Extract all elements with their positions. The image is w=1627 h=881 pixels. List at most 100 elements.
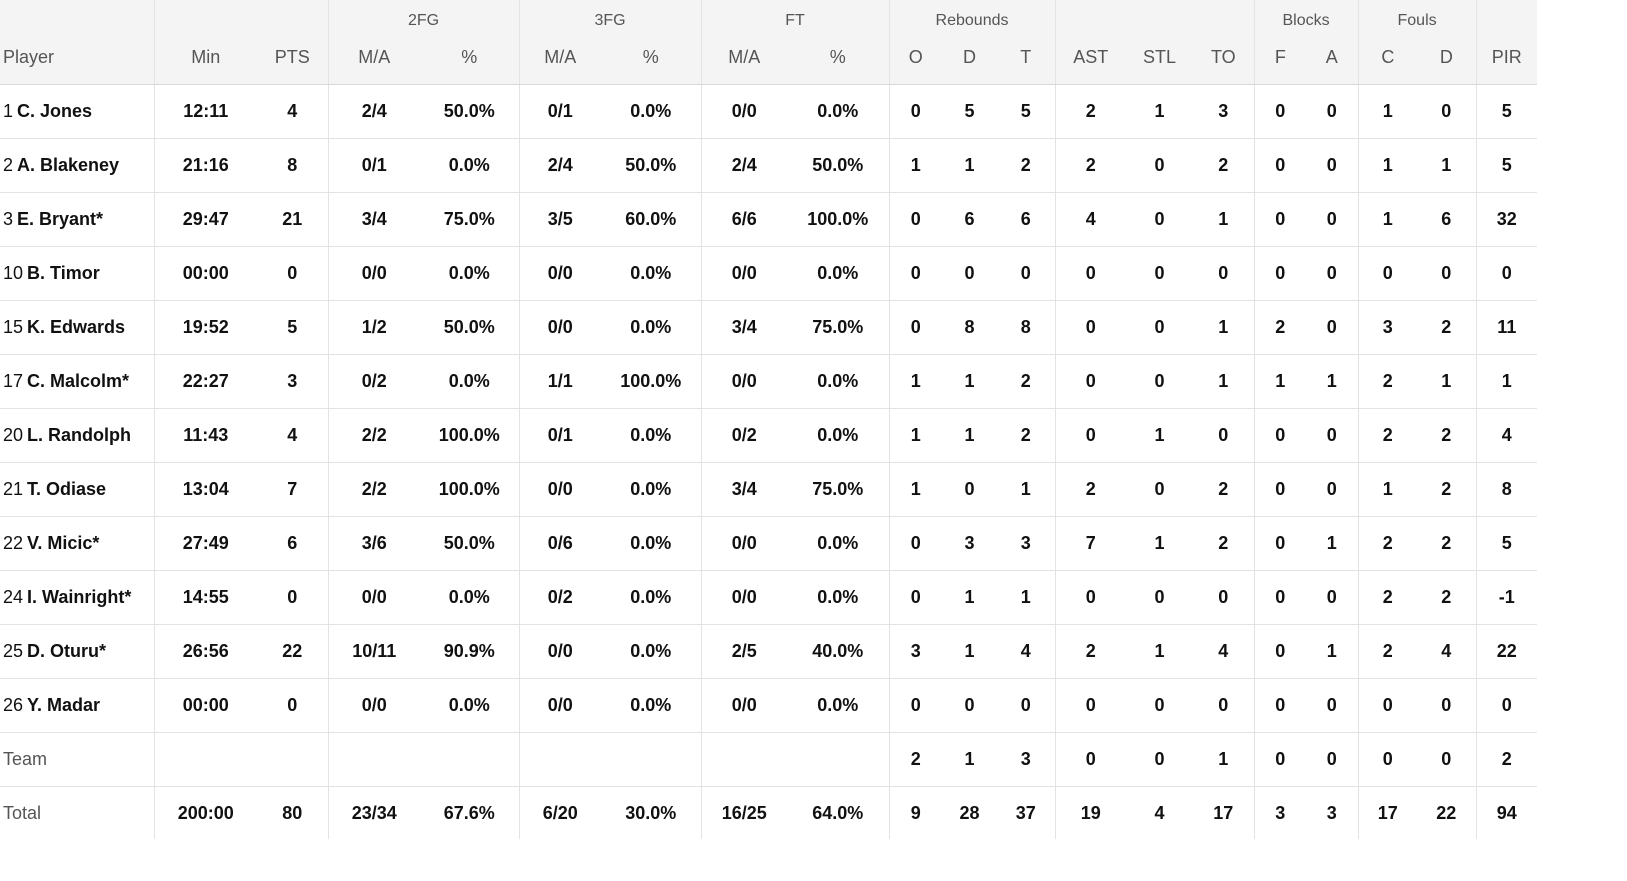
- player-name-link[interactable]: Y. Madar: [27, 695, 101, 715]
- stat-cell: 200:00: [177, 802, 234, 823]
- player-name-link[interactable]: I. Wainright*: [27, 587, 132, 607]
- stat-cell: 0: [1254, 678, 1307, 733]
- player-row[interactable]: 26 Y. Madar 00:00 0 0/0 0.0% 0/0 0.0% 0/0 0.0% 0 0 0…: [0, 678, 1538, 733]
- stat-cell: 94: [1496, 802, 1517, 823]
- stat-cell: 2: [1193, 516, 1255, 571]
- player-name-link[interactable]: V. Micic*: [27, 533, 100, 553]
- player-name-link[interactable]: A. Blakeney: [17, 155, 120, 175]
- stat-cell: 1: [1193, 732, 1255, 787]
- player-number: 26: [3, 695, 24, 715]
- stat-cell: 0: [942, 462, 998, 517]
- stat-cell: 1: [942, 408, 998, 463]
- stat-cell: 0: [1306, 138, 1359, 193]
- player-name-link[interactable]: K. Edwards: [27, 317, 126, 337]
- stat-cell: 2: [1417, 462, 1477, 517]
- player-cell[interactable]: 2 A. Blakeney: [0, 138, 155, 193]
- stat-cell: 60.0%: [601, 192, 702, 247]
- stat-cell: 6/6: [701, 192, 787, 247]
- player-name-link[interactable]: D. Oturu*: [27, 641, 107, 661]
- stat-cell: 0: [1417, 246, 1477, 301]
- stat-cell: 0/2: [328, 354, 420, 409]
- player-row[interactable]: 17 C. Malcolm* 22:27 3 0/2 0.0% 1/1 100.0% 0/0 0.…: [0, 354, 1538, 409]
- player-cell[interactable]: 3 E. Bryant*: [0, 192, 155, 247]
- stat-cell: 6: [1417, 192, 1477, 247]
- player-row[interactable]: 20 L. Randolph 11:43 4 2/2 100.0% 0/1 0.0% 0/2 0.…: [0, 408, 1538, 463]
- stat-cell: [328, 732, 420, 787]
- player-name-link[interactable]: C. Jones: [17, 101, 93, 121]
- stat-cell: 2: [1055, 84, 1127, 139]
- player-name-link[interactable]: B. Timor: [27, 263, 100, 283]
- stat-cell: 11: [1476, 300, 1538, 355]
- stat-cell: 0/0: [701, 84, 787, 139]
- player-row[interactable]: 21 T. Odiase 13:04 7 2/2 100.0% 0/0 0.0% 3/4 75.0…: [0, 462, 1538, 517]
- player-row[interactable]: 24 I. Wainright* 14:55 0 0/0 0.0% 0/2 0.0% 0/0 0.…: [0, 570, 1538, 625]
- column-header-ft-pct: %: [787, 31, 890, 85]
- column-header-reb-o: O: [889, 31, 943, 85]
- player-name-link[interactable]: C. Malcolm*: [27, 371, 130, 391]
- stat-cell: 3/4: [328, 192, 420, 247]
- player-name-link[interactable]: L. Randolph: [27, 425, 132, 445]
- stat-cell: 0.0%: [420, 570, 520, 625]
- player-row[interactable]: 3 E. Bryant* 29:47 21 3/4 75.0% 3/5 60.0% 6/6 100…: [0, 192, 1538, 247]
- stat-cell: 0: [1254, 732, 1307, 787]
- stat-cell: 0.0%: [601, 516, 702, 571]
- player-name-link[interactable]: T. Odiase: [27, 479, 107, 499]
- stat-cell: 1: [942, 732, 998, 787]
- player-cell[interactable]: 15 K. Edwards: [0, 300, 155, 355]
- column-header-pir: PIR: [1476, 31, 1538, 85]
- stat-cell: 3/5: [519, 192, 601, 247]
- player-row[interactable]: 22 V. Micic* 27:49 6 3/6 50.0% 0/6 0.0% 0/0 0.0% 0…: [0, 516, 1538, 571]
- stat-cell: 1: [997, 462, 1056, 517]
- column-header-to: TO: [1193, 31, 1255, 85]
- player-number: 15: [3, 317, 24, 337]
- stat-cell: 22: [1476, 624, 1538, 679]
- stat-cell: 5: [1476, 138, 1538, 193]
- stat-cell: 0: [257, 678, 329, 733]
- stat-cell: 2: [1193, 462, 1255, 517]
- column-group-header-row: 2FG 3FG FT Rebounds Blocks Fouls: [0, 0, 1538, 31]
- stat-cell: 6: [942, 192, 998, 247]
- player-cell[interactable]: 21 T. Odiase: [0, 462, 155, 517]
- stat-cell: 1: [1417, 354, 1477, 409]
- player-cell[interactable]: 20 L. Randolph: [0, 408, 155, 463]
- stat-cell: 0: [1358, 732, 1418, 787]
- stat-cell: 0/0: [701, 246, 787, 301]
- player-row[interactable]: 1 C. Jones 12:11 4 2/4 50.0% 0/1 0.0% 0/0 0.0% 0 5 5…: [0, 84, 1538, 139]
- player-cell[interactable]: 22 V. Micic*: [0, 516, 155, 571]
- stat-cell: 0: [1126, 732, 1194, 787]
- player-row[interactable]: 15 K. Edwards 19:52 5 1/2 50.0% 0/0 0.0% 3/4 75.0…: [0, 300, 1538, 355]
- player-number: 24: [3, 587, 24, 607]
- stat-cell: 0: [1417, 84, 1477, 139]
- stat-cell: 100.0%: [787, 192, 890, 247]
- column-header-3fg-pct: %: [601, 31, 702, 85]
- column-header-reb-t: T: [997, 31, 1056, 85]
- player-row[interactable]: 10 B. Timor 00:00 0 0/0 0.0% 0/0 0.0% 0/0 0.0% 0 0 0…: [0, 246, 1538, 301]
- stat-cell: 1: [1126, 408, 1194, 463]
- stat-cell: 2: [997, 354, 1056, 409]
- player-cell[interactable]: 24 I. Wainright*: [0, 570, 155, 625]
- stat-cell: 23/34: [351, 802, 397, 823]
- player-cell[interactable]: 10 B. Timor: [0, 246, 155, 301]
- player-name-link[interactable]: E. Bryant*: [17, 209, 104, 229]
- player-row[interactable]: 25 D. Oturu* 26:56 22 10/11 90.9% 0/0 0.0% 2/5 40…: [0, 624, 1538, 679]
- stat-cell: 50.0%: [787, 138, 890, 193]
- stat-cell: 0.0%: [420, 246, 520, 301]
- stat-cell: 6: [257, 516, 329, 571]
- player-cell[interactable]: 1 C. Jones: [0, 84, 155, 139]
- stat-cell: 19: [1080, 802, 1101, 823]
- player-cell[interactable]: 25 D. Oturu*: [0, 624, 155, 679]
- stat-cell: 1: [1126, 84, 1194, 139]
- player-row[interactable]: 2 A. Blakeney 21:16 8 0/1 0.0% 2/4 50.0% 2/4 50.0…: [0, 138, 1538, 193]
- stat-cell: 19:52: [154, 300, 257, 355]
- player-cell[interactable]: 26 Y. Madar: [0, 678, 155, 733]
- total-row: Total 200:00 80 23/34 67.6% 6/20 30.0% 16/25 64.…: [0, 786, 1537, 839]
- player-cell[interactable]: 17 C. Malcolm*: [0, 354, 155, 409]
- stat-cell: 0/1: [519, 408, 601, 463]
- stat-cell: 0.0%: [601, 678, 702, 733]
- stat-cell: 1: [1254, 354, 1307, 409]
- stat-cell: 0/6: [519, 516, 601, 571]
- stat-cell: 0: [1126, 192, 1194, 247]
- stat-cell: 2/5: [701, 624, 787, 679]
- stat-cell: 1/2: [328, 300, 420, 355]
- stat-cell: 3/6: [328, 516, 420, 571]
